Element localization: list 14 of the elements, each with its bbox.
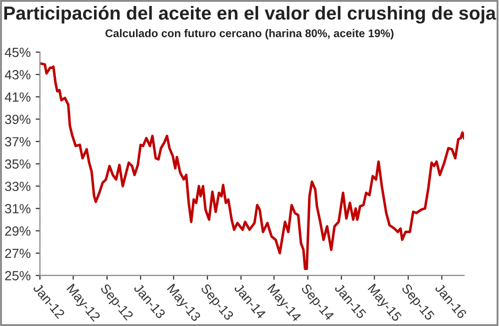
y-tick-label: 29% <box>5 226 30 236</box>
y-tick-label: 27% <box>5 248 30 258</box>
chart-title: Participación del aceite en el valor del crushing de soja <box>4 6 496 24</box>
chart-subtitle: Calculado con futuro cercano (harina 80%, aceite 19%) <box>105 29 394 40</box>
y-tick-label: 37% <box>4 137 30 146</box>
y-tick-label: 31% <box>4 204 30 214</box>
y-tick-label: 33% <box>4 182 30 192</box>
y-tick-label: 45% <box>4 48 30 58</box>
y-tick-label: 39% <box>4 114 30 124</box>
y-tick-label: 25% <box>5 271 30 280</box>
y-tick-label: 43% <box>4 70 30 80</box>
line-series <box>40 62 464 270</box>
y-tick-label: 35% <box>4 159 30 169</box>
y-tick-label: 41% <box>4 92 30 102</box>
